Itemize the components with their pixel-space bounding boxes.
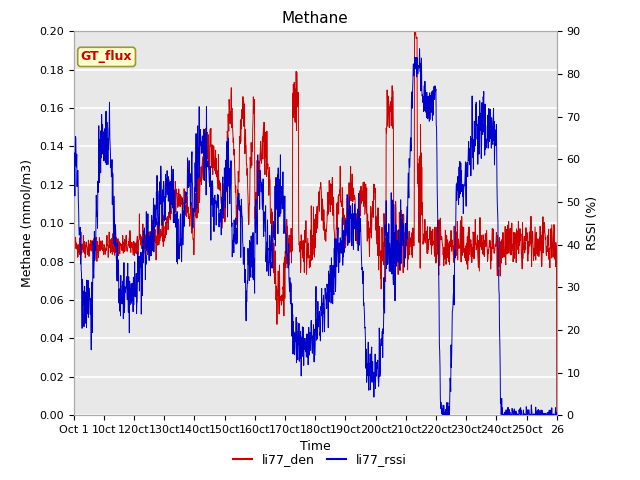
Y-axis label: RSSI (%): RSSI (%): [586, 196, 599, 250]
Legend: li77_den, li77_rssi: li77_den, li77_rssi: [228, 448, 412, 471]
Y-axis label: Methane (mmol/m3): Methane (mmol/m3): [20, 159, 33, 287]
Title: Methane: Methane: [282, 11, 349, 26]
Text: GT_flux: GT_flux: [81, 50, 132, 63]
X-axis label: Time: Time: [300, 441, 331, 454]
